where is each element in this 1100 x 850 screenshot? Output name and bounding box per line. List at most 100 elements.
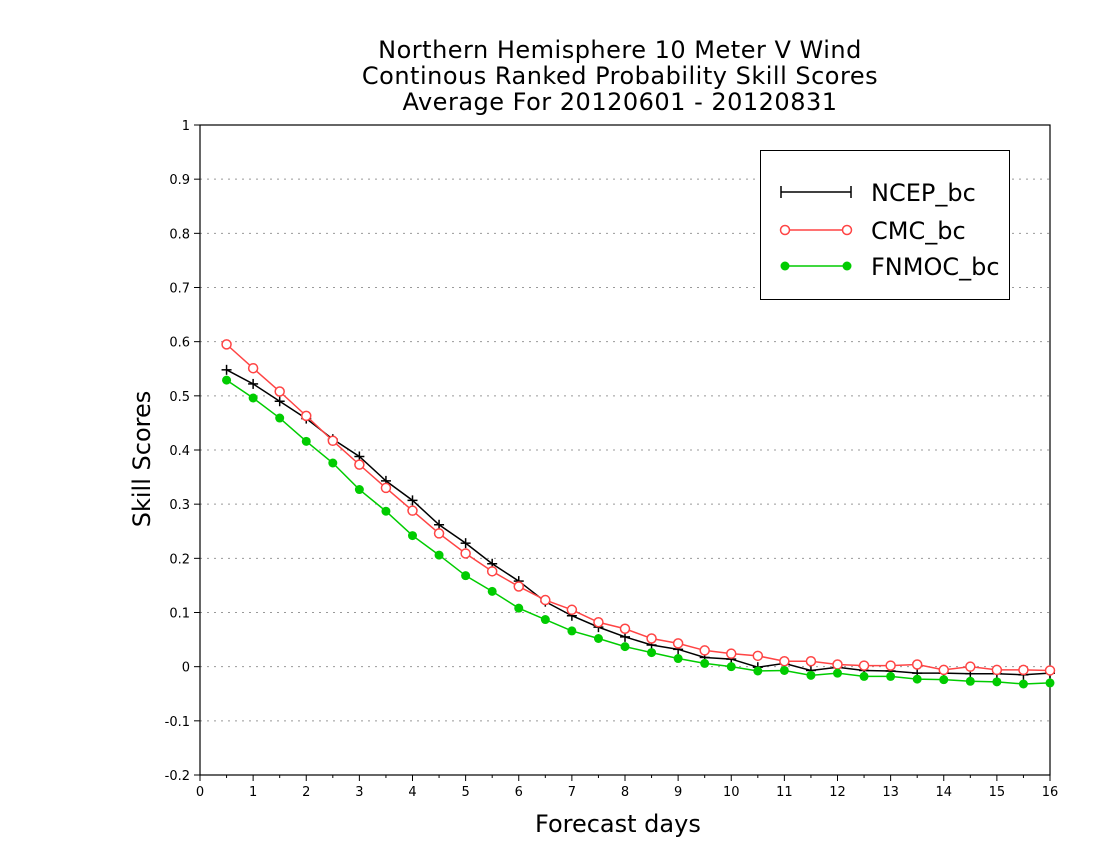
data-point-cmc-bc: [221, 339, 232, 350]
data-point-cmc-bc: [593, 617, 604, 628]
data-point-fnmoc-bc: [408, 531, 417, 541]
data-point-fnmoc-bc: [673, 654, 683, 664]
x-axis-title: Forecast days: [535, 810, 701, 838]
series-cmc-bc: [221, 339, 1056, 676]
series-line-cmc-bc: [226, 343, 1051, 672]
data-point-ncep-bc: [434, 519, 445, 530]
data-point-cmc-bc: [566, 604, 578, 616]
data-point-cmc-bc: [991, 664, 1003, 676]
data-point-cmc-bc: [885, 660, 896, 671]
data-point-cmc-bc: [433, 528, 445, 539]
x-tick-label: 7: [568, 785, 576, 800]
data-point-cmc-bc: [965, 661, 976, 672]
data-point-cmc-bc: [726, 648, 737, 659]
x-tick-label: 0: [196, 785, 204, 800]
data-point-cmc-bc: [460, 548, 471, 559]
data-point-fnmoc-bc: [275, 413, 285, 423]
data-point-fnmoc-bc: [806, 670, 816, 680]
legend: NCEP_bc CMC_bc FNMOC_bc: [760, 150, 1010, 300]
x-tick-label: 4: [408, 785, 416, 800]
data-point-cmc-bc: [354, 459, 365, 470]
data-point-fnmoc-bc: [939, 675, 949, 685]
data-point-cmc-bc: [646, 633, 657, 644]
data-point-fnmoc-bc: [593, 634, 603, 643]
data-point-fnmoc-bc: [248, 393, 258, 403]
data-point-fnmoc-bc: [886, 671, 896, 681]
data-point-cmc-bc: [779, 656, 790, 667]
data-point-cmc-bc: [486, 566, 498, 577]
data-point-cmc-bc: [301, 410, 312, 422]
data-point-cmc-bc: [513, 581, 524, 592]
data-point-fnmoc-bc: [779, 665, 789, 675]
y-tick-label: -0.2: [165, 769, 190, 784]
data-point-fnmoc-bc: [301, 436, 311, 446]
grid-lines: [200, 178, 1050, 722]
series-ncep-bc: [221, 364, 1055, 680]
data-point-ncep-bc: [221, 364, 232, 375]
y-tick-label: 0.3: [169, 498, 190, 513]
data-point-fnmoc-bc: [328, 458, 338, 468]
data-point-cmc-bc: [672, 638, 684, 649]
series-line-ncep-bc: [226, 369, 1051, 676]
y-tick-label: 0: [182, 661, 190, 676]
x-tick-label: 13: [882, 785, 899, 800]
data-point-fnmoc-bc: [647, 648, 657, 658]
data-point-cmc-bc: [540, 594, 551, 606]
y-tick-label: 0.5: [169, 390, 190, 405]
x-tick-label: 12: [829, 785, 846, 800]
x-tick-label: 15: [989, 785, 1006, 800]
x-tick-label: 14: [935, 785, 952, 800]
data-point-ncep-bc: [407, 495, 418, 506]
data-point-fnmoc-bc: [833, 668, 842, 678]
x-tick-label: 9: [674, 785, 682, 800]
legend-symbol-fnmoc: [780, 261, 852, 271]
y-tick-label: 0.2: [169, 552, 190, 567]
data-point-ncep-bc: [248, 378, 259, 389]
legend-label-fnmoc: FNMOC_bc: [871, 253, 1000, 281]
x-tick-label: 5: [461, 785, 469, 800]
data-point-ncep-bc: [274, 396, 285, 407]
data-point-cmc-bc: [858, 660, 870, 671]
data-point-cmc-bc: [1044, 665, 1056, 676]
legend-item-cmc: CMC_bc: [761, 213, 1009, 247]
data-point-fnmoc-bc: [1018, 679, 1028, 689]
data-point-cmc-bc: [805, 656, 817, 667]
y-tick-label: 0.1: [169, 607, 190, 622]
x-tick-label: 6: [515, 785, 523, 800]
data-point-cmc-bc: [699, 645, 710, 656]
data-point-fnmoc-bc: [487, 586, 497, 596]
series-line-fnmoc-bc: [226, 379, 1051, 685]
y-tick-label: 0.7: [169, 282, 190, 297]
data-point-fnmoc-bc: [700, 658, 710, 668]
data-point-cmc-bc: [1018, 664, 1029, 676]
legend-symbol-ncep: [780, 186, 852, 198]
data-point-fnmoc-bc: [992, 677, 1002, 687]
x-tick-label: 11: [776, 785, 793, 800]
legend-item-ncep: NCEP_bc: [761, 175, 1009, 209]
y-tick-label: 1: [182, 119, 190, 134]
y-tick-label: 0.6: [169, 336, 190, 351]
series-fnmoc-bc: [222, 375, 1055, 689]
data-point-fnmoc-bc: [514, 603, 524, 613]
data-point-fnmoc-bc: [1045, 678, 1055, 688]
data-point-cmc-bc: [619, 623, 631, 634]
data-point-cmc-bc: [752, 650, 764, 662]
data-point-fnmoc-bc: [567, 626, 577, 636]
data-point-cmc-bc: [911, 659, 923, 670]
legend-label-ncep: NCEP_bc: [871, 179, 976, 207]
chart-title-line-2: Continous Ranked Probability Skill Score…: [361, 62, 879, 90]
data-point-fnmoc-bc: [859, 671, 869, 681]
data-point-fnmoc-bc: [540, 615, 550, 625]
chart-title-line-3: Average For 20120601 - 20120831: [402, 88, 838, 116]
x-tick-label: 1: [249, 785, 257, 800]
data-point-cmc-bc: [407, 505, 418, 516]
legend-item-fnmoc: FNMOC_bc: [761, 249, 1009, 283]
data-point-cmc-bc: [938, 664, 949, 676]
data-point-fnmoc-bc: [753, 666, 763, 676]
y-axis-ticks: -0.2 -0.1 0 0.1 0.2 0.3 0.4 0.5 0.6 0.7 0.8 0.9 1: [165, 119, 200, 784]
y-tick-label: 0.4: [169, 444, 190, 459]
x-tick-label: 16: [1042, 785, 1059, 800]
data-point-cmc-bc: [247, 362, 259, 374]
data-point-cmc-bc: [380, 482, 392, 494]
